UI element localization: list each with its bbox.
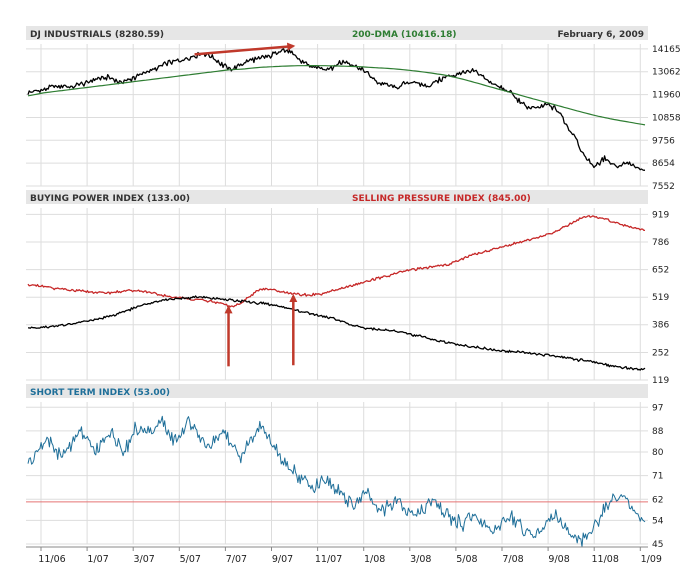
x-axis-tick-label: 5/08 — [456, 554, 477, 565]
panel-3-y-tick-label: 71 — [652, 472, 663, 482]
panel-3-grid — [26, 402, 648, 545]
panel-dj-industrials: DJ INDUSTRIALS (8280.59) 200-DMA (10416.… — [26, 26, 681, 192]
panel-1-lines — [27, 48, 646, 171]
panel-2-title: BUYING POWER INDEX (133.00) — [30, 194, 190, 204]
panel-1-y-tick-label: 13062 — [652, 68, 681, 78]
panel-3-y-tick-label: 54 — [652, 516, 664, 526]
panel-1-grid — [26, 44, 648, 187]
panel-1-header-bar — [26, 26, 648, 40]
panel-short-term: SHORT TERM INDEX (53.00) 97 88 80 71 62 54 45 — [26, 384, 664, 550]
panel-2-y-tick-label: 786 — [652, 238, 669, 248]
x-axis-tick-label: 5/07 — [180, 554, 201, 565]
panel-1-y-ticks: 14165 13062 11960 10858 9756 8654 7552 — [652, 45, 681, 192]
panel-2-header-bar — [26, 190, 648, 204]
x-axis-tick-label: 11/08 — [592, 554, 619, 565]
x-axis-tick-label: 7/08 — [502, 554, 523, 565]
panel-1-y-tick-label: 14165 — [652, 45, 681, 55]
buying-series-line — [28, 295, 646, 371]
panel-1-y-tick-label: 10858 — [652, 113, 681, 123]
panel-2-y-tick-label: 919 — [652, 210, 669, 220]
x-axis-tick-label: 3/07 — [134, 554, 155, 565]
panel-3-lines — [27, 415, 646, 548]
x-axis-tick-label: 9/08 — [548, 554, 569, 565]
price-series-line — [27, 48, 646, 171]
panel-1-y-tick-label: 7552 — [652, 182, 675, 192]
panel-2-grid — [26, 208, 648, 381]
panel-3-y-tick-label: 62 — [652, 495, 663, 505]
x-axis-tick-label: 7/07 — [226, 554, 247, 565]
annotation-arrows — [194, 42, 298, 367]
x-axis-tick-label: 9/07 — [272, 554, 293, 565]
panel-1-title: DJ INDUSTRIALS (8280.59) — [30, 30, 164, 40]
x-axis-tick-label: 1/09 — [641, 554, 662, 565]
panel-2-center-title: SELLING PRESSURE INDEX (845.00) — [352, 194, 531, 204]
panel-1-date: February 6, 2009 — [557, 30, 644, 40]
panel-3-y-tick-label: 80 — [652, 448, 664, 458]
x-axis-tick-label: 3/08 — [410, 554, 431, 565]
panel-3-y-tick-label: 97 — [652, 403, 663, 413]
panel-2-y-tick-label: 519 — [652, 293, 669, 303]
panel-2-lines — [27, 215, 646, 371]
dma-series-line — [27, 65, 646, 126]
panel-1-center-title: 200-DMA (10416.18) — [352, 30, 457, 40]
panel-2-y-ticks: 919 786 652 519 386 252 119 — [652, 210, 669, 386]
panel-2-y-tick-label: 119 — [652, 376, 669, 386]
panel-3-y-ticks: 97 88 80 71 62 54 45 — [652, 403, 664, 550]
panel-3-title: SHORT TERM INDEX (53.00) — [30, 388, 170, 398]
selling-series-line — [27, 215, 646, 308]
x-axis-tick-label: 11/07 — [315, 554, 342, 565]
panel-3-y-tick-label: 88 — [652, 427, 664, 437]
panel-2-y-tick-label: 252 — [652, 348, 669, 358]
panel-1-y-tick-label: 9756 — [652, 136, 675, 146]
top-panel-up-arrow — [194, 42, 296, 56]
panel-1-y-tick-label: 11960 — [652, 91, 681, 101]
panel-3-y-tick-label: 45 — [652, 540, 663, 550]
panel-buying-selling: BUYING POWER INDEX (133.00) SELLING PRES… — [26, 190, 669, 386]
x-axis-tick-label: 1/08 — [364, 554, 385, 565]
panel-1-y-tick-label: 8654 — [652, 159, 675, 169]
short-series-line — [27, 415, 646, 548]
x-axis-ticks: 11/06 1/07 3/07 5/07 7/07 9/07 11/07 1/08 3/08 5/… — [38, 547, 662, 565]
x-axis-tick-label: 1/07 — [87, 554, 108, 565]
panel-2-y-tick-label: 386 — [652, 321, 669, 331]
panel-2-y-tick-label: 652 — [652, 266, 669, 276]
x-axis-tick-label: 11/06 — [38, 554, 65, 565]
panel-3-header-bar — [26, 384, 648, 398]
